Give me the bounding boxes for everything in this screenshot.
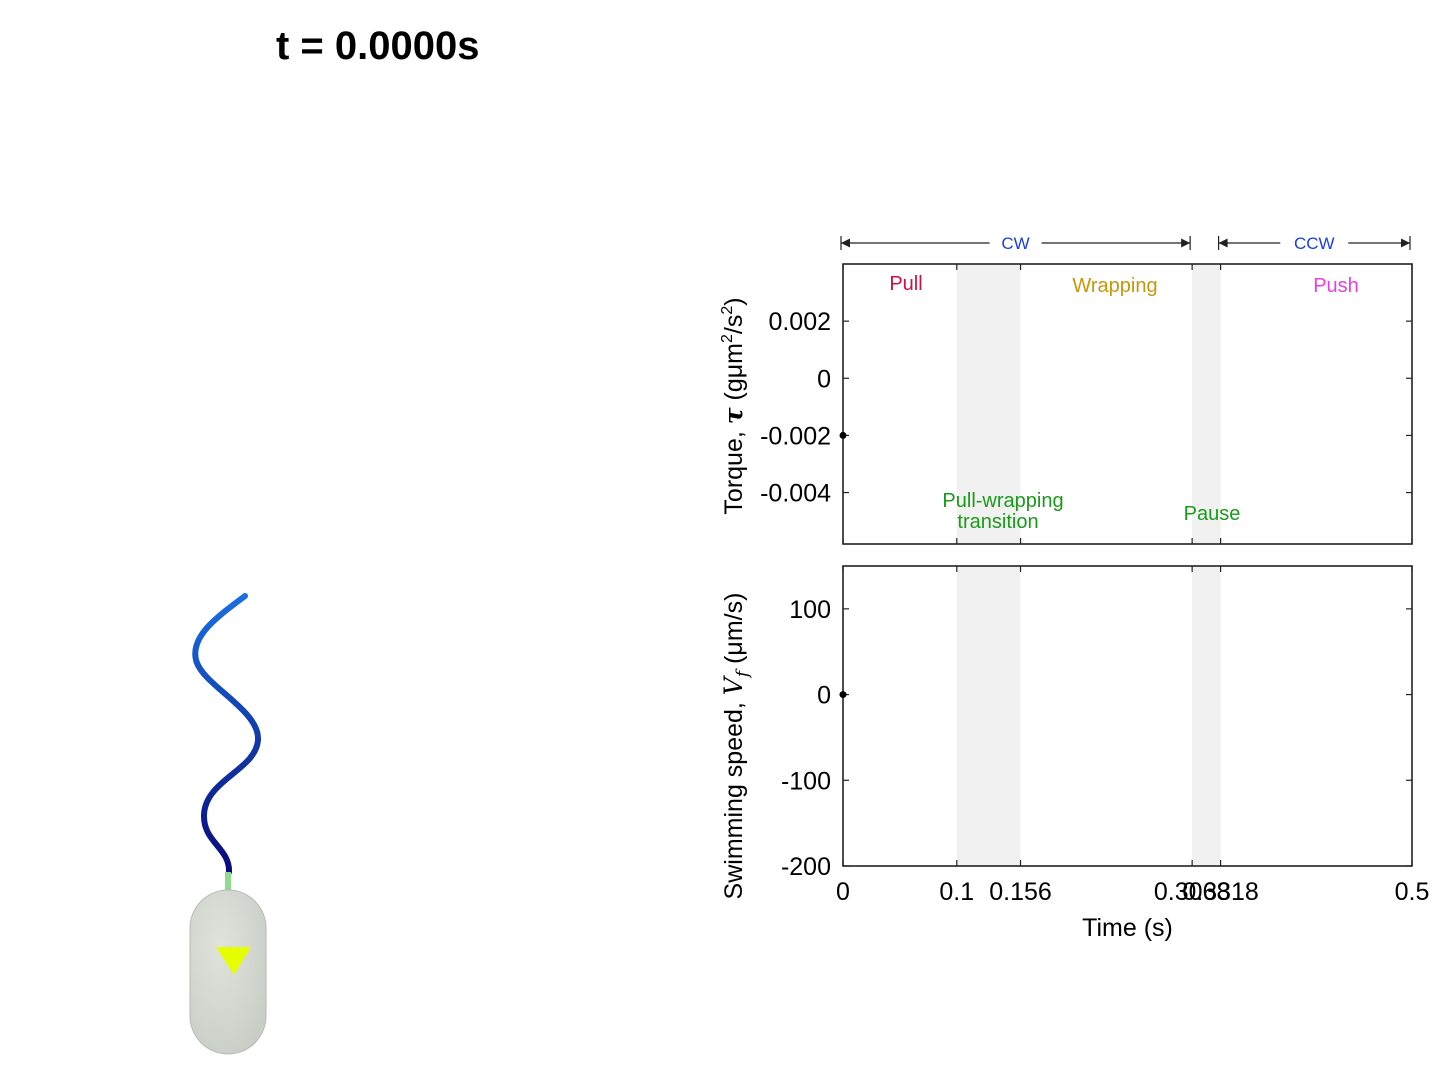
flagellum [192, 593, 261, 875]
speed-ylabel-symbol: V [719, 674, 748, 695]
speed-shaded-band-1 [956, 566, 1021, 866]
speed-plot-frame [842, 565, 1413, 867]
cw-span-right-arrowhead [1181, 238, 1191, 248]
ccw-span-right-arrowhead [1401, 238, 1410, 248]
torque-ylabel-sup: 2 [719, 306, 736, 315]
x-tick-label: 0.3318 [1182, 878, 1258, 906]
torque-plot-frame [842, 263, 1413, 545]
torque-ylabel-unit: /s [720, 315, 748, 334]
torque-ylabel-unit: ) [720, 297, 748, 305]
speed-ytick-label: -200 [781, 853, 831, 881]
x-tick-label: 0.1 [939, 878, 974, 906]
torque-shaded-band-1 [956, 264, 1021, 544]
torque-y-axis-label: Torque, τ (gμm2/s2) [719, 297, 748, 514]
bacterium-illustration [189, 593, 267, 1055]
x-tick-label: 0.3068 [1154, 878, 1230, 906]
speed-data-point [839, 691, 847, 699]
direction-arrow-icon [216, 947, 251, 975]
speed-ytick-label: 0 [817, 682, 831, 710]
cw-span-left-arrowhead [841, 238, 850, 248]
rotation-direction-header: CW CCW [840, 234, 1411, 253]
speed-ytick-label: 100 [789, 596, 831, 624]
time-label: t = 0.0000s [276, 24, 480, 68]
speed-y-axis-label: Swimming speed, Vf (μm/s) [719, 593, 753, 900]
phase-label-pull-wrapping: Pull-wrapping [942, 490, 1063, 512]
speed-shaded-band-2 [1192, 566, 1221, 866]
torque-shaded-band-2 [1192, 264, 1221, 544]
x-tick-label: 0.5 [1395, 878, 1430, 906]
torque-ytick-label: 0 [817, 365, 831, 393]
x-tick-label: 0 [836, 878, 850, 906]
torque-ylabel-unit: (gμm [720, 343, 748, 407]
torque-ytick-label: -0.004 [760, 480, 831, 508]
speed-ylabel-text: Swimming speed, [720, 695, 748, 899]
cw-span-label: CW [1001, 234, 1029, 253]
phase-label-push: Push [1313, 275, 1359, 297]
cell-body [189, 889, 267, 1055]
speed-ylabel-unit: (μm/s) [720, 593, 748, 671]
torque-ytick-label: -0.002 [760, 422, 831, 450]
torque-ylabel-sup: 2 [719, 334, 736, 343]
torque-ylabel-symbol: τ [719, 407, 748, 424]
speed-ylabel-sub: f [733, 668, 753, 679]
phase-label-wrapping: Wrapping [1072, 275, 1157, 297]
phase-label-pull: Pull [889, 273, 922, 295]
ccw-span-left-arrowhead [1218, 238, 1228, 248]
torque-ytick-label: 0.002 [768, 308, 831, 336]
ccw-span-label: CCW [1294, 234, 1335, 253]
speed-ytick-label: -100 [781, 767, 831, 795]
torque-ylabel-text: Torque, [720, 424, 748, 514]
x-axis-label: Time (s) [1082, 914, 1173, 942]
x-tick-label: 0.156 [989, 878, 1052, 906]
torque-data-point [839, 431, 847, 439]
phase-label-pause: Pause [1184, 503, 1241, 525]
phase-label-transition: transition [957, 511, 1038, 533]
